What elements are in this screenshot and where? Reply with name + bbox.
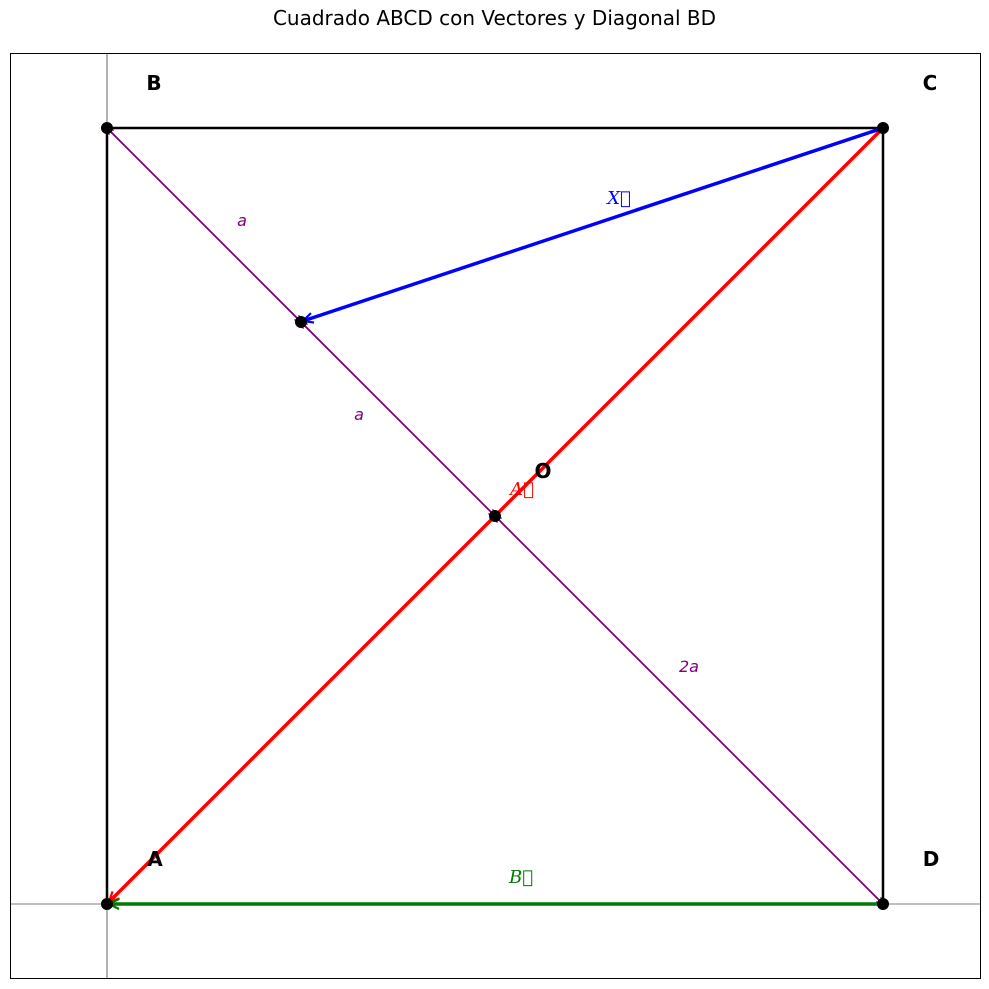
point-a-label: A: [147, 847, 163, 871]
label-segment-p-o: a: [354, 405, 364, 424]
segment-o-d-head: [495, 516, 884, 905]
point-o: [489, 510, 501, 522]
vector-x-label: X⃗: [605, 188, 631, 209]
axes-frame: [10, 53, 981, 979]
vector-x-arrow: [303, 126, 884, 321]
point-b-label: B: [146, 71, 161, 95]
segment-p-o-head: [301, 322, 496, 517]
point-c-label: C: [923, 71, 938, 95]
point-d: [877, 898, 889, 910]
label-segment-b-p: a: [237, 211, 247, 230]
figure-title: Cuadrado ABCD con Vectores y Diagonal BD: [273, 6, 716, 30]
point-d-label: D: [923, 847, 940, 871]
label-segment-o-d: 2a: [679, 657, 699, 676]
vector-a-label: A⃗: [508, 479, 534, 500]
point-a: [101, 898, 113, 910]
point-c: [877, 122, 889, 134]
vector-b-label: B⃗: [508, 867, 533, 888]
point-o-label: O: [534, 459, 551, 483]
segment-b-p-head: [107, 128, 302, 323]
point-b: [101, 122, 113, 134]
point-p: [295, 316, 307, 328]
